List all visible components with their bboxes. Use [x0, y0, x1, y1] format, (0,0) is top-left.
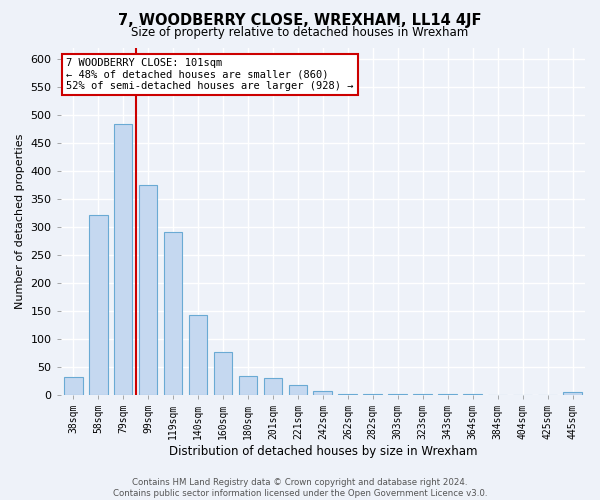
Bar [563, 392, 582, 394]
Bar [114, 124, 133, 394]
Bar [239, 376, 257, 394]
Bar [89, 216, 107, 394]
Bar [263, 378, 282, 394]
Text: 7, WOODBERRY CLOSE, WREXHAM, LL14 4JF: 7, WOODBERRY CLOSE, WREXHAM, LL14 4JF [118, 12, 482, 28]
Bar [139, 184, 157, 394]
Text: Size of property relative to detached houses in Wrexham: Size of property relative to detached ho… [131, 26, 469, 39]
Bar [214, 352, 232, 395]
Text: 7 WOODBERRY CLOSE: 101sqm
← 48% of detached houses are smaller (860)
52% of semi: 7 WOODBERRY CLOSE: 101sqm ← 48% of detac… [66, 58, 353, 91]
Text: Contains HM Land Registry data © Crown copyright and database right 2024.
Contai: Contains HM Land Registry data © Crown c… [113, 478, 487, 498]
Bar [64, 376, 83, 394]
Y-axis label: Number of detached properties: Number of detached properties [15, 134, 25, 309]
Bar [188, 314, 208, 394]
Bar [289, 385, 307, 394]
X-axis label: Distribution of detached houses by size in Wrexham: Distribution of detached houses by size … [169, 444, 477, 458]
Bar [313, 390, 332, 394]
Bar [164, 232, 182, 394]
